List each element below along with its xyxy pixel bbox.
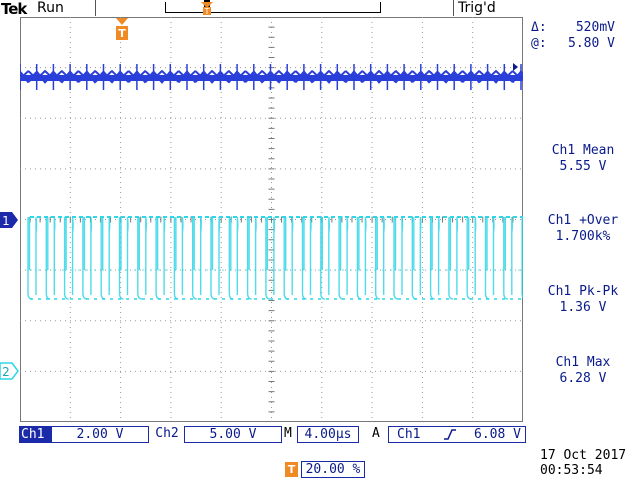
ch2-pulse	[228, 216, 239, 300]
trigger-status: Trig'd	[458, 0, 496, 16]
measurement-label: Ch1 Mean	[551, 143, 615, 158]
graticule-display	[20, 17, 523, 422]
measurement-label: Ch1 Max	[555, 355, 611, 370]
measurement-ch1-max: Ch1 Max 6.28 V	[527, 355, 639, 387]
ch2-pulse	[137, 216, 147, 300]
ch2-pulse	[100, 216, 111, 300]
ch2-volts-per-div[interactable]: 5.00 V	[184, 426, 282, 443]
ch2-pulse	[521, 217, 523, 299]
date-readout: 17 Oct 2017	[540, 448, 627, 463]
ch1-trace	[20, 64, 523, 90]
ch2-pulse	[356, 216, 367, 300]
ch2-trace	[27, 216, 523, 300]
trigger-position-icon: T	[201, 2, 213, 16]
ch2-pulse	[320, 216, 330, 300]
svg-text:2: 2	[2, 365, 10, 379]
rising-edge-icon	[444, 429, 456, 440]
cursor-delta-readout: Δ: 520mV	[531, 20, 615, 35]
ch2-pulse	[27, 216, 38, 300]
svg-text:T: T	[204, 7, 210, 16]
divider	[95, 0, 96, 16]
ch2-pulse	[192, 216, 202, 300]
ch2-pulse	[45, 216, 56, 300]
measurement-label: Ch1 +Over	[547, 213, 619, 228]
svg-text:1: 1	[2, 214, 10, 228]
ch1-label[interactable]: Ch1	[19, 426, 52, 443]
ch2-pulse	[82, 216, 93, 300]
ch2-pulse	[448, 216, 459, 300]
ch2-pulse	[429, 216, 440, 300]
trigger-level: 6.08 V	[474, 427, 521, 442]
delta-label: Δ:	[531, 20, 547, 35]
svg-text:T: T	[118, 27, 126, 40]
ch2-pulse	[155, 216, 166, 300]
measurement-ch1-mean: Ch1 Mean 5.55 V	[527, 143, 639, 175]
measurement-value: 6.28 V	[559, 371, 607, 386]
ch1-ground-marker-icon[interactable]: 1	[0, 211, 20, 229]
ch2-pulse	[338, 216, 349, 300]
ch2-pulse	[210, 216, 221, 300]
measurement-ch1-overshoot: Ch1 +Over 1.700k%	[527, 213, 639, 245]
ch2-pulse	[118, 216, 129, 300]
record-position-bar: T	[165, 0, 381, 16]
ch1-volts-per-div[interactable]: 2.00 V	[51, 426, 149, 443]
time-readout: 00:53:54	[540, 463, 603, 478]
ch2-pulse	[63, 216, 74, 300]
ch2-ground-marker-icon[interactable]: 2	[0, 362, 20, 380]
timebase-per-div[interactable]: 4.00µs	[297, 426, 359, 443]
ch2-pulse	[411, 216, 422, 300]
measurement-value: 1.700k%	[555, 229, 611, 244]
ch2-pulse	[393, 216, 404, 300]
ch2-label[interactable]: Ch2	[155, 426, 179, 441]
divider	[453, 0, 454, 16]
trigger-position-icon: T	[285, 462, 298, 477]
trigger-mode: A	[372, 426, 380, 441]
trigger-marker-icon: T	[116, 18, 128, 40]
ch2-pulse	[466, 216, 477, 300]
measurement-value: 1.36 V	[559, 300, 607, 315]
ch2-pulse	[246, 216, 257, 300]
brand-logo: Tek	[1, 0, 27, 18]
ch2-pulse	[484, 216, 495, 300]
at-value: 5.80 V	[568, 36, 615, 51]
acquisition-status: Run	[37, 0, 64, 16]
delta-value: 520mV	[575, 20, 615, 35]
ch2-pulse	[301, 216, 312, 300]
ch2-pulse	[375, 216, 385, 300]
ch2-pulse	[265, 216, 276, 300]
ch2-pulse	[503, 216, 513, 300]
ch2-pulse	[283, 216, 294, 300]
measurement-label: Ch1 Pk-Pk	[547, 284, 619, 299]
at-label: @:	[531, 36, 547, 51]
measurement-value: 5.55 V	[559, 159, 607, 174]
measurement-ch1-pkpk: Ch1 Pk-Pk 1.36 V	[527, 284, 639, 316]
trigger-source: Ch1	[397, 427, 421, 442]
cursor-at-readout: @: 5.80 V	[531, 36, 615, 51]
trigger-position-value[interactable]: 20.00 %	[301, 461, 365, 478]
ch2-pulse	[173, 216, 184, 300]
timebase-mode: M	[284, 426, 292, 441]
trigger-level-icon	[513, 63, 518, 71]
trigger-settings[interactable]: Ch1 6.08 V	[388, 426, 526, 443]
